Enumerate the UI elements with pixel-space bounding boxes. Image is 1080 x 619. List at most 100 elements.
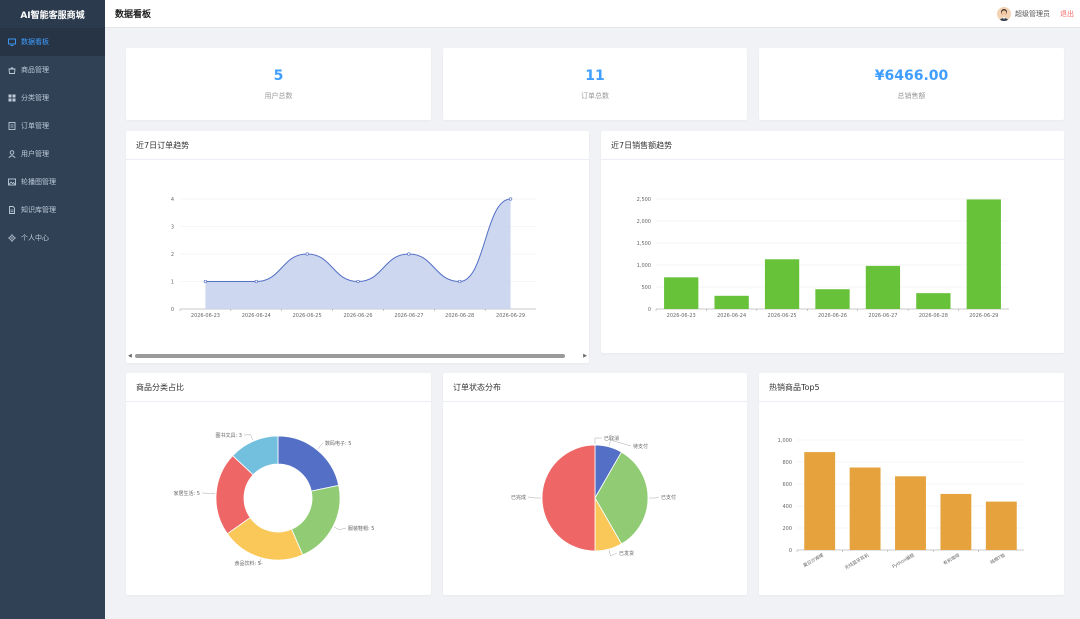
order-trend-card: 近7日订单趋势 0 1 2 3 4 2026-06-23 2026-06-24 2026-06…: [126, 131, 589, 363]
sidebar-item-7[interactable]: 个人中心: [0, 224, 105, 252]
x-tick-label: 2026-06-26: [343, 313, 372, 319]
bar: [895, 476, 926, 550]
pie-slice: [594, 451, 649, 545]
y-tick-label: 200: [782, 526, 792, 532]
data-point: [356, 279, 360, 284]
y-tick-label: 4: [171, 197, 174, 203]
sales-trend-card: 近7日销售额趋势 0 500 1,000 1,500 2,000 2,500 2026-06…: [601, 131, 1064, 353]
bar: [865, 265, 901, 309]
sidebar-item-2[interactable]: 分类管理: [0, 84, 105, 112]
label-line: [201, 492, 216, 494]
sidebar-item-label: 用户管理: [21, 150, 49, 158]
category-card: 商品分类占比 数码电子: 5 服装鞋帽: 5 食品饮料: 5 家居生活: 5 图书文具:…: [126, 373, 431, 595]
card-title: 热销商品Top5: [759, 373, 1064, 402]
logout-link[interactable]: 退出: [1060, 10, 1074, 18]
sidebar-item-3[interactable]: 订单管理: [0, 112, 105, 140]
gear-icon: [7, 233, 17, 243]
data-point: [407, 252, 411, 256]
avatar[interactable]: [997, 7, 1011, 21]
y-tick-label: 2,000: [637, 219, 651, 225]
y-tick-label: 1,000: [637, 263, 651, 269]
x-tick-label: 2026-06-28: [919, 313, 948, 319]
stat-card-sales: ¥6466.00 总销售额: [759, 48, 1064, 120]
x-tick-label: 2026-06-24: [242, 313, 271, 319]
stat-value: 11: [585, 68, 605, 84]
x-tick-label: 纯棉T恤: [989, 551, 1007, 565]
top5-bar-chart: 0 200 400 600 800 1,000 夏日沙滩裙 无线蓝牙耳机 Python编程 有机咖…: [778, 438, 1024, 571]
card-title: 商品分类占比: [126, 373, 431, 402]
x-tick-label: 2026-06-27: [868, 313, 897, 319]
y-tick-label: 600: [782, 482, 792, 488]
x-tick-label: 2026-06-29: [969, 313, 998, 319]
x-tick-label: 2026-06-26: [818, 313, 847, 319]
pie-slice: [541, 444, 596, 552]
x-tick-label: 2026-06-27: [394, 313, 423, 319]
scroll-right-icon[interactable]: ▶: [583, 353, 587, 359]
y-tick-label: 400: [782, 504, 792, 510]
user-icon: [7, 149, 17, 159]
y-tick-label: 0: [648, 307, 651, 313]
x-tick-label: 2026-06-25: [293, 313, 322, 319]
sidebar-item-5[interactable]: 轮播图管理: [0, 168, 105, 196]
y-tick-label: 500: [641, 285, 651, 291]
bar: [966, 199, 1001, 309]
top5-card: 热销商品Top5 0 200 400 600 800 1,000 夏日沙滩裙 无线蓝牙耳机 Py…: [759, 373, 1064, 595]
bar: [714, 295, 749, 309]
label-line: [259, 558, 264, 565]
slice-label: 已完成: [511, 494, 526, 501]
bar: [916, 293, 951, 309]
scroll-left-icon[interactable]: ◀: [128, 353, 132, 359]
slice-label: 已发货: [619, 550, 634, 557]
stat-value: ¥6466.00: [874, 68, 949, 84]
sidebar: AI智能客服商城 数据看板商品管理分类管理订单管理用户管理轮播图管理知识库管理个…: [0, 0, 105, 619]
monitor-icon: [7, 37, 17, 47]
bar: [764, 259, 800, 309]
data-point: [458, 279, 462, 284]
pie-slice: [291, 484, 341, 556]
sidebar-item-4[interactable]: 用户管理: [0, 140, 105, 168]
scroll-thumb[interactable]: [135, 354, 565, 358]
slice-label: 已支付: [661, 494, 676, 501]
stat-label: 订单总数: [581, 92, 609, 100]
y-tick-label: 2: [171, 252, 174, 258]
card-title: 订单状态分布: [443, 373, 747, 402]
label-line: [333, 526, 347, 531]
sidebar-item-label: 数据看板: [21, 38, 49, 46]
data-point: [254, 279, 258, 284]
stat-card-users: 5 用户总数: [126, 48, 431, 120]
app-logo: AI智能客服商城: [0, 0, 105, 28]
x-tick-label: 2026-06-29: [496, 313, 525, 319]
order-trend-chart: 0 1 2 3 4 2026-06-23 2026-06-24 2026-06-25 2026-…: [171, 197, 536, 319]
sidebar-item-0[interactable]: 数据看板: [0, 28, 105, 56]
slice-label: 数码电子: 5: [325, 440, 351, 447]
stat-value: 5: [273, 68, 284, 84]
sidebar-item-label: 分类管理: [21, 94, 49, 102]
y-tick-label: 1: [171, 280, 174, 286]
sales-trend-chart: 0 500 1,000 1,500 2,000 2,500 2026-06-23 2026-0…: [637, 197, 1009, 319]
sidebar-item-1[interactable]: 商品管理: [0, 56, 105, 84]
label-line: [594, 437, 602, 444]
sidebar-item-label: 知识库管理: [21, 206, 56, 214]
x-tick-label: 2026-06-24: [717, 313, 746, 319]
y-tick-label: 800: [782, 460, 792, 466]
bar: [815, 289, 850, 309]
bar: [849, 467, 881, 550]
list-icon: [7, 121, 17, 131]
sidebar-item-label: 个人中心: [21, 234, 49, 242]
user-area: 超级管理员 退出: [997, 0, 1074, 28]
bar: [985, 501, 1017, 550]
label-line: [608, 550, 618, 557]
username[interactable]: 超级管理员: [1015, 10, 1050, 18]
sidebar-item-6[interactable]: 知识库管理: [0, 196, 105, 224]
label-line: [243, 434, 254, 441]
horizontal-scrollbar[interactable]: ◀ ▶: [126, 353, 589, 359]
stat-label: 总销售额: [897, 92, 926, 100]
sidebar-item-label: 轮播图管理: [21, 178, 56, 186]
area-fill: [205, 199, 511, 309]
y-tick-label: 3: [171, 225, 174, 231]
label-line: [527, 496, 541, 499]
sidebar-item-label: 商品管理: [21, 66, 49, 74]
x-tick-label: 夏日沙滩裙: [802, 551, 825, 569]
label-line: [317, 442, 324, 450]
